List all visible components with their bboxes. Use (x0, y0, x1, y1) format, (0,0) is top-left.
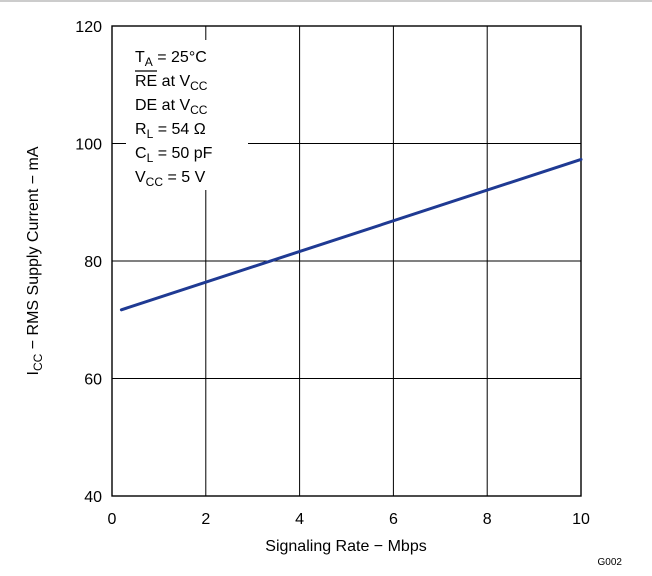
x-tick-label: 6 (389, 511, 398, 528)
figure-id: G002 (598, 557, 623, 568)
y-tick-label: 60 (84, 372, 102, 389)
condition-line: TA = 25°C (135, 49, 207, 69)
x-tick-label: 2 (201, 511, 210, 528)
y-axis-label: ICC − RMS Supply Current − mA (25, 146, 45, 375)
x-tick-label: 4 (295, 511, 304, 528)
condition-line: CL = 50 pF (135, 145, 213, 165)
y-tick-label: 40 (84, 489, 102, 506)
x-tick-label: 8 (483, 511, 492, 528)
series-line-0 (119, 157, 583, 312)
conditions-box-bg (126, 40, 248, 190)
series-layer (119, 157, 583, 312)
x-tick-labels: 0 2 4 6 8 10 (108, 511, 590, 528)
y-tick-label: 80 (84, 254, 102, 271)
condition-line: VCC = 5 V (135, 169, 206, 189)
y-tick-label: 100 (75, 137, 102, 154)
condition-line: RL = 54 Ω (135, 121, 206, 141)
condition-line: DE at VCC (135, 97, 208, 117)
y-tick-label: 120 (75, 19, 102, 36)
x-axis-label: Signaling Rate − Mbps (265, 538, 426, 555)
x-tick-label: 0 (108, 511, 117, 528)
condition-line: RE at VCC (135, 73, 208, 93)
y-tick-labels: 40 60 80 100 120 (75, 19, 102, 506)
x-tick-label: 10 (572, 511, 590, 528)
plot-frame (111, 25, 582, 497)
test-conditions-legend: TA = 25°C RE at VCC DE at VCC RL = 54 Ω CL =… (135, 49, 213, 189)
